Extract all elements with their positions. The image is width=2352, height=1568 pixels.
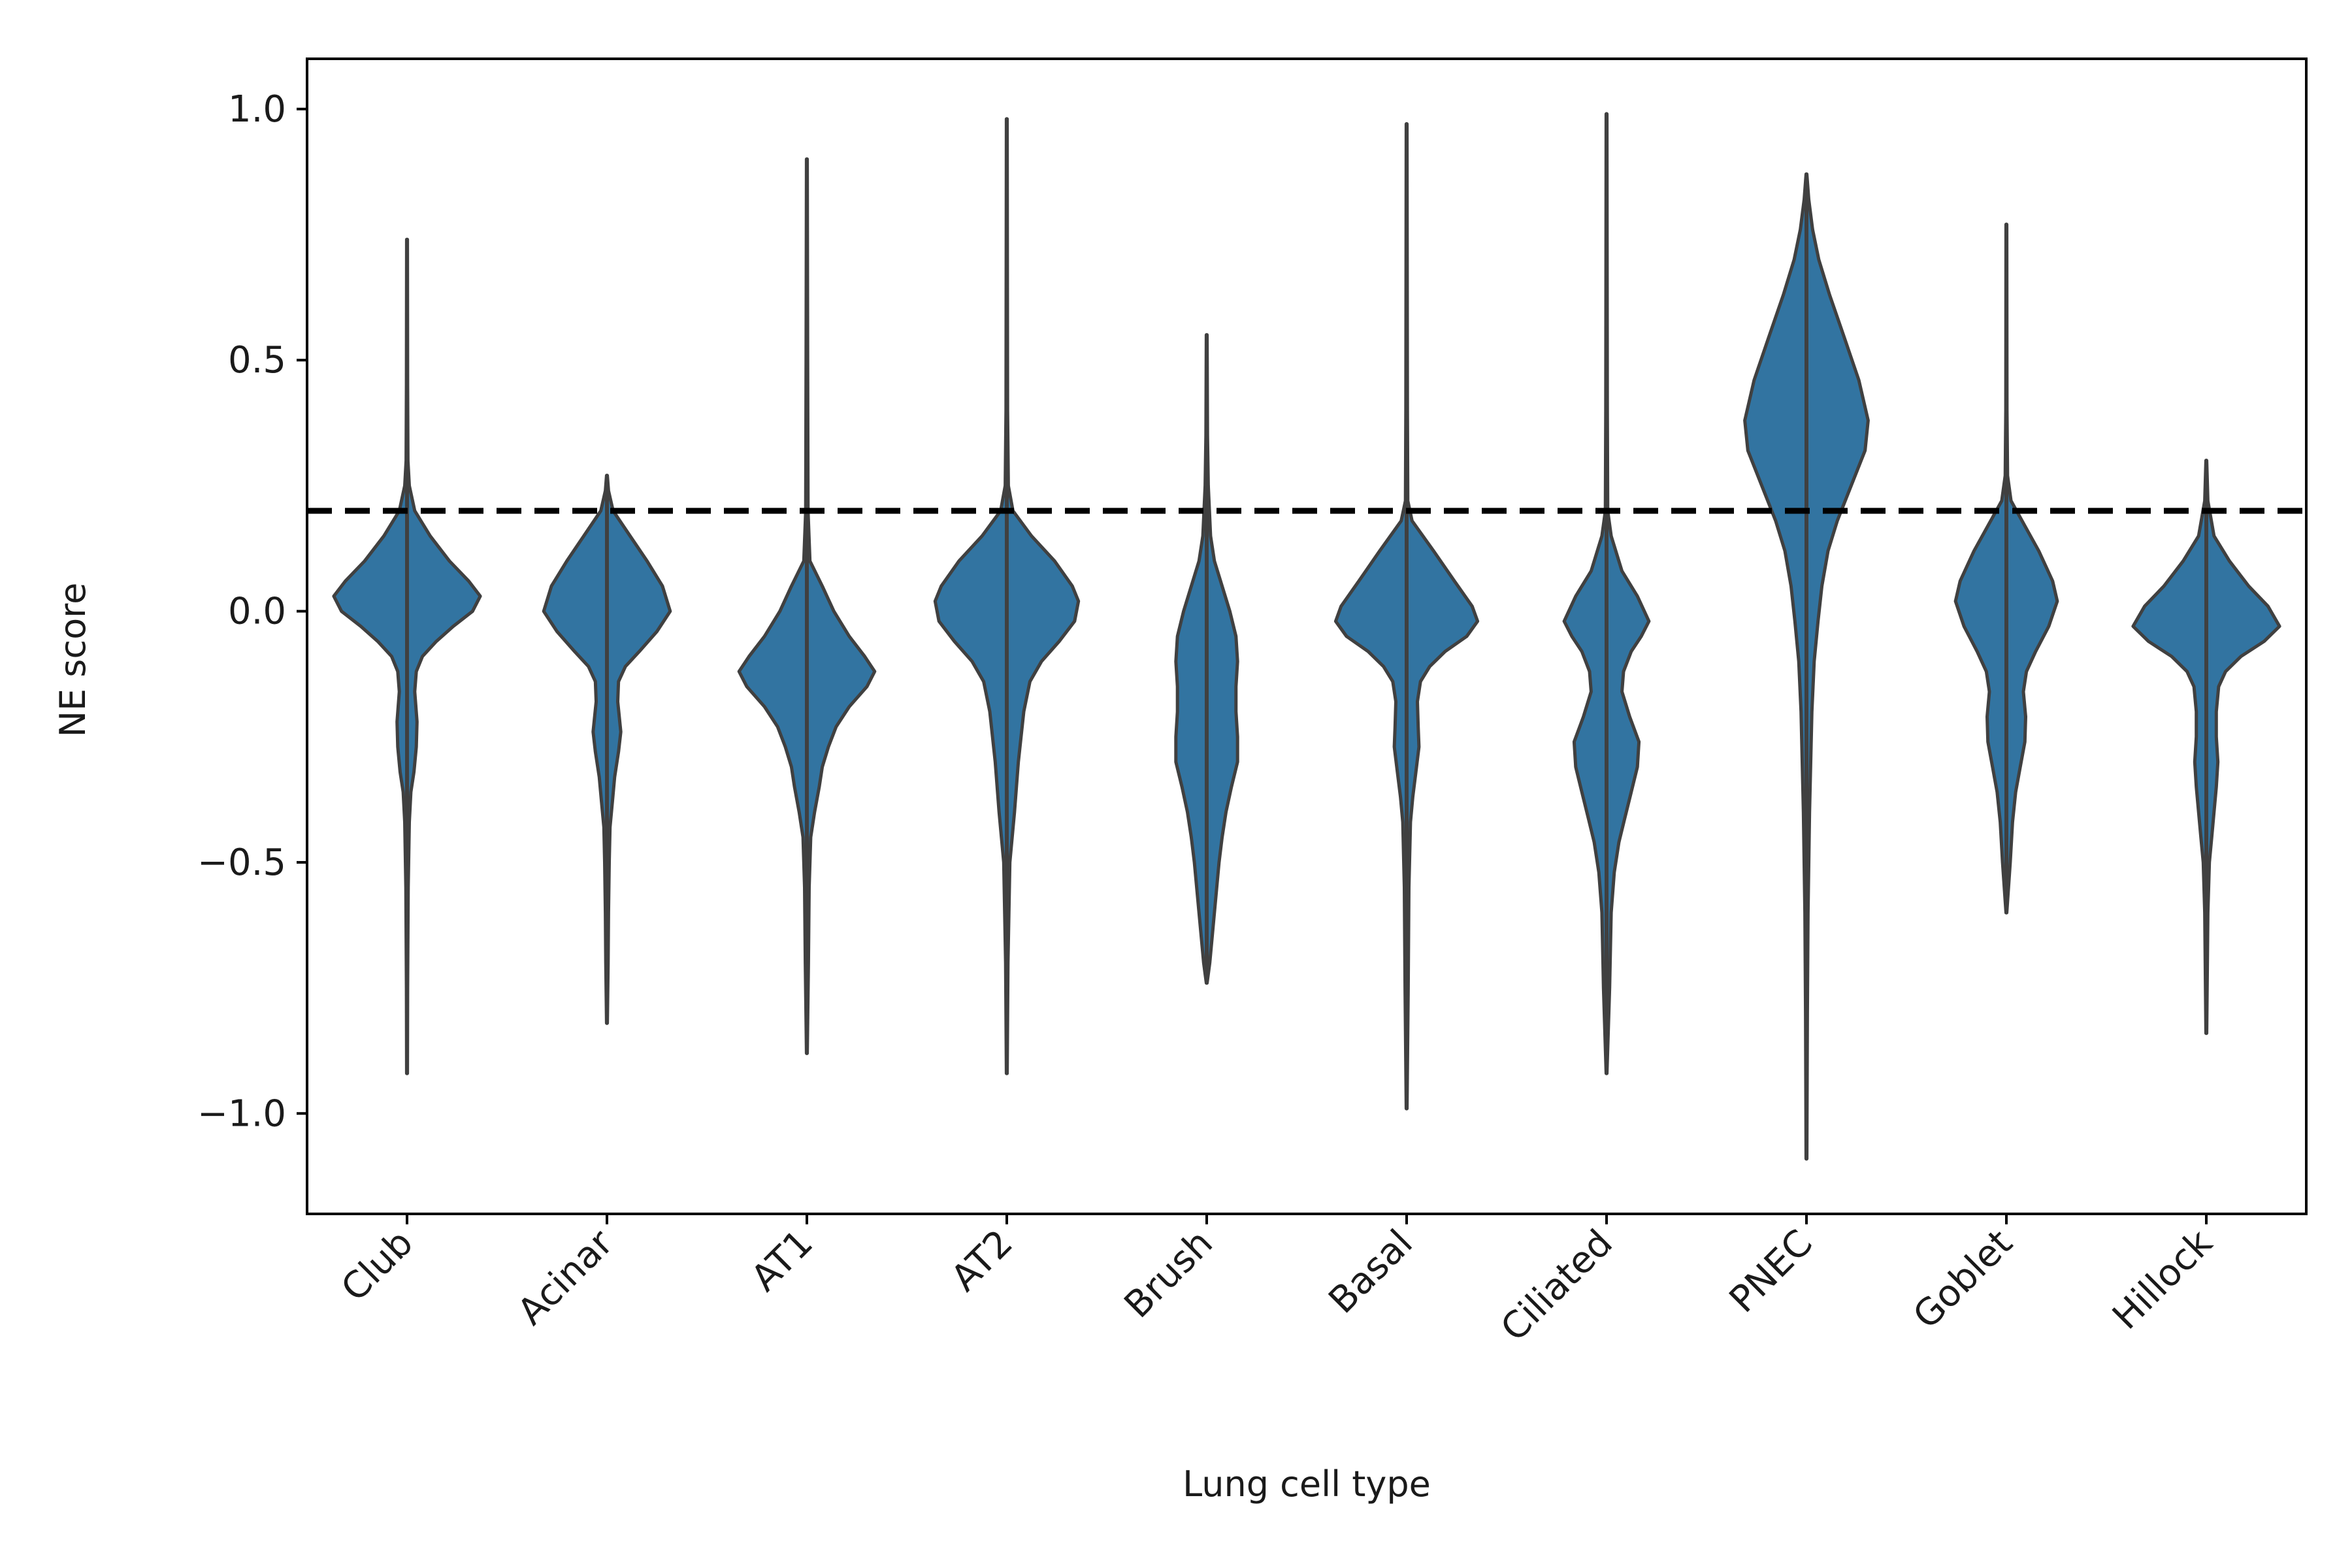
x-tick-label-ciliated: Ciliated — [1493, 1222, 1621, 1350]
x-axis-label: Lung cell type — [1183, 1463, 1431, 1505]
x-tick-label-goblet: Goblet — [1905, 1222, 2021, 1337]
y-tick-label: −0.5 — [197, 841, 286, 884]
x-tick-label-hillock: Hillock — [2104, 1222, 2221, 1338]
x-tick-label-pnec: PNEC — [1722, 1222, 1821, 1321]
x-tick-label-brush: Brush — [1117, 1222, 1221, 1326]
y-tick-label: 0.0 — [228, 591, 286, 633]
y-tick-label: 0.5 — [228, 339, 286, 382]
violin-series — [332, 112, 2281, 1161]
y-tick-label: −1.0 — [197, 1092, 286, 1135]
chart-ticks — [297, 107, 2208, 1224]
y-axis-label: NE score — [52, 583, 93, 738]
x-tick-label-at2: AT2 — [943, 1222, 1021, 1299]
y-tick-label: 1.0 — [228, 88, 286, 131]
plot-frame — [306, 57, 2308, 1215]
x-tick-label-club: Club — [333, 1222, 421, 1310]
x-tick-label-at1: AT1 — [743, 1222, 821, 1299]
x-tick-label-acinar: Acinar — [510, 1221, 621, 1333]
x-tick-label-basal: Basal — [1321, 1222, 1421, 1322]
